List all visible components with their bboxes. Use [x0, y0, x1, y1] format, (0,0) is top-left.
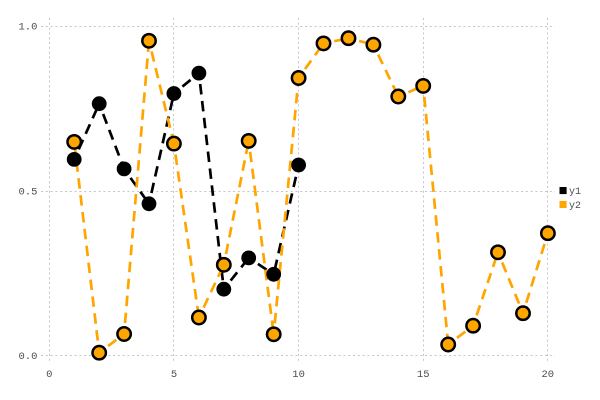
svg-text:10: 10 — [292, 369, 305, 381]
svg-text:0: 0 — [46, 369, 52, 381]
svg-text:5: 5 — [171, 369, 177, 381]
svg-text:y2: y2 — [569, 201, 581, 212]
svg-text:0.0: 0.0 — [18, 351, 37, 363]
svg-text:0.5: 0.5 — [18, 187, 37, 199]
svg-text:20: 20 — [541, 369, 554, 381]
svg-text:1.0: 1.0 — [18, 22, 37, 34]
svg-text:y1: y1 — [569, 187, 581, 198]
svg-text:15: 15 — [417, 369, 430, 381]
